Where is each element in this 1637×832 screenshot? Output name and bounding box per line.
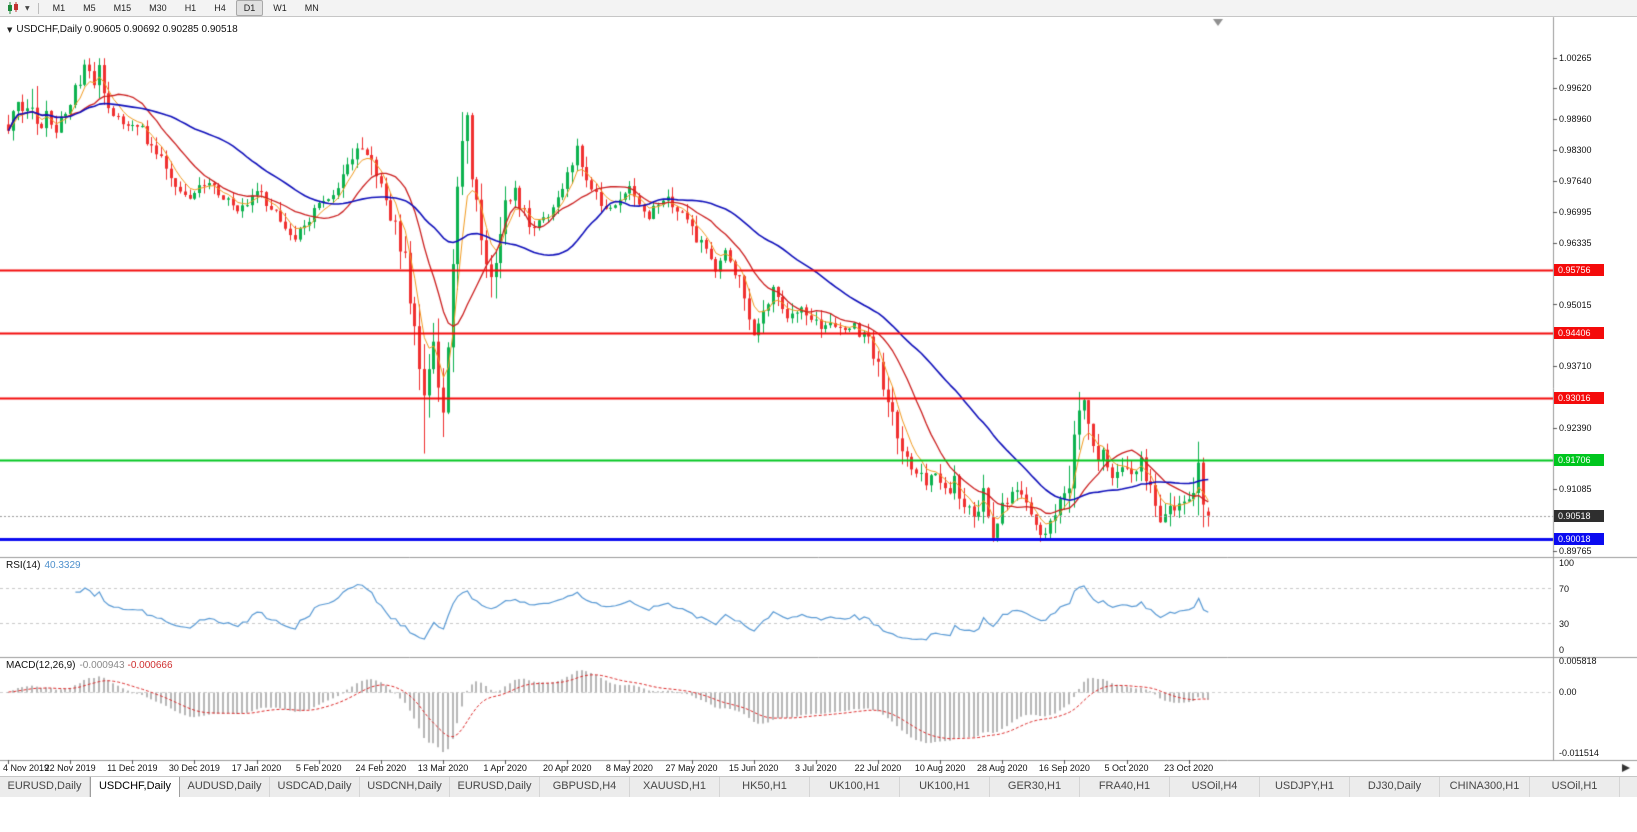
chart-tabs-bar: EURUSD,Daily USDCHF,Daily AUDUSD,Daily USDC… (0, 776, 1637, 797)
timeframe-button-m5[interactable]: M5 (83, 3, 96, 13)
symbol-ohlc-label: ▼ USDCHF,Daily 0.90605 0.90692 0.90285 0.… (7, 24, 238, 35)
collapse-arrow-icon[interactable]: ▼ (7, 26, 13, 34)
rsi-indicator-label: RSI(14) 40.3329 (6, 560, 81, 571)
timeframe-buttons-group: M1 M5 M15 M30 H1 H4 D1 W1 MN (44, 0, 328, 16)
timeframe-toolbar: ▼ M1 M5 M15 M30 H1 H4 D1 W1 MN (0, 0, 1637, 17)
chart-tab-fra40-h1[interactable]: FRA40,H1 (1080, 777, 1170, 797)
chart-tab-uk100-h1[interactable]: UK100,H1 (810, 777, 900, 797)
timeframe-button-w1[interactable]: W1 (273, 3, 287, 13)
timeframe-button-m1[interactable]: M1 (52, 3, 66, 13)
timeframe-button-mn[interactable]: MN (304, 3, 319, 13)
chart-tab-eurusd-daily[interactable]: EURUSD,Daily (450, 777, 540, 797)
chart-tab-gbpusd-h4[interactable]: GBPUSD,H4 (540, 777, 630, 797)
chart-tab-xauusd-h1[interactable]: XAUUSD,H1 (630, 777, 720, 797)
chart-type-icon[interactable] (6, 2, 20, 14)
rsi-value: 40.3329 (44, 560, 81, 571)
chart-tab-audusd-daily[interactable]: AUDUSD,Daily (180, 777, 270, 797)
symbol-title: USDCHF,Daily (16, 24, 82, 35)
chart-tab-usdcad-daily[interactable]: USDCAD,Daily (270, 777, 360, 797)
timeframe-button-m30[interactable]: M30 (149, 3, 167, 13)
timeframe-button-h1[interactable]: H1 (184, 3, 197, 13)
chart-tab-usdchf-daily[interactable]: USDCHF,Daily (90, 777, 180, 797)
macd-signal-value: -0.000666 (127, 660, 173, 671)
chevron-down-icon[interactable]: ▼ (25, 4, 30, 12)
chart-tab-eurusd-daily[interactable]: EURUSD,Daily (0, 777, 90, 797)
chart-tab-dj30-daily[interactable]: DJ30,Daily (1350, 777, 1440, 797)
chart-tab-uk100-h1[interactable]: UK100,H1 (900, 777, 990, 797)
timeframe-button-m15[interactable]: M15 (113, 3, 132, 13)
macd-name: MACD(12,26,9) (6, 660, 76, 671)
macd-main-value: -0.000943 (79, 660, 125, 671)
chart-tab-usdjpy-h1[interactable]: USDJPY,H1 (1260, 777, 1350, 797)
chart-tab-china300-h1[interactable]: CHINA300,H1 (1440, 777, 1530, 797)
rsi-name: RSI(14) (6, 560, 41, 571)
chart-tab-ger30-h1[interactable]: GER30,H1 (990, 777, 1080, 797)
toolbar-separator (37, 2, 39, 14)
macd-indicator-label: MACD(12,26,9) -0.000943 -0.000666 (6, 660, 173, 671)
chart-tab-usoil-h1[interactable]: USOil,H1 (1530, 777, 1620, 797)
ohlc-values: 0.90605 0.90692 0.90285 0.90518 (84, 24, 238, 35)
chart-tab-usoil-h4[interactable]: USOil,H4 (1170, 777, 1260, 797)
chart-tab-hk50-h1[interactable]: HK50,H1 (720, 777, 810, 797)
timeframe-button-d1[interactable]: D1 (235, 0, 264, 16)
timeframe-button-h4[interactable]: H4 (214, 3, 226, 13)
chart-tab-usdcnh-daily[interactable]: USDCNH,Daily (360, 777, 450, 797)
